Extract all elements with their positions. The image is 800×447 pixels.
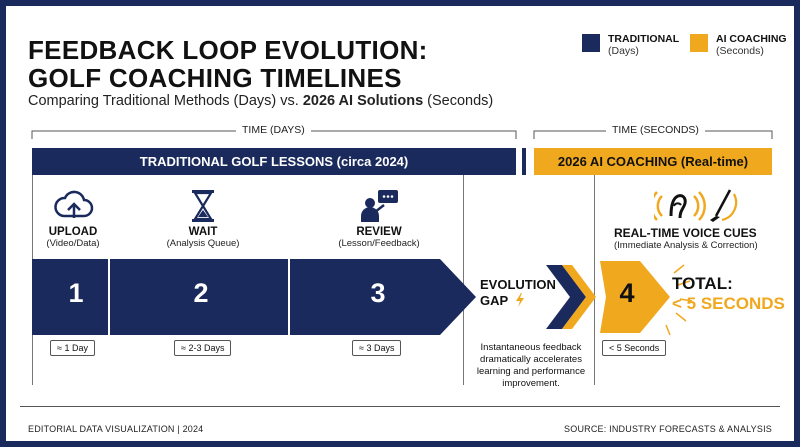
evolution-gap-line-1: EVOLUTION	[480, 277, 556, 292]
step-1-number: 1	[68, 278, 84, 308]
step-2-number: 2	[193, 278, 209, 308]
voice-golf-icon	[654, 189, 738, 222]
step-3-duration: ≈ 3 Days	[352, 340, 402, 356]
ai-burst-lines	[665, 264, 693, 336]
infographic-frame: { "title_line1": "FEEDBACK LOOP EVOLUTIO…	[6, 6, 794, 441]
step-4-number: 4	[619, 278, 635, 308]
legend-swatch-traditional	[582, 34, 600, 52]
time-days-label: TIME (DAYS)	[236, 124, 311, 136]
footer-right: SOURCE: INDUSTRY FORECASTS & ANALYSIS	[564, 424, 772, 434]
evolution-gap-note: Instantaneous feedback dramatically acce…	[476, 342, 586, 389]
chevron-dark	[546, 265, 586, 329]
total-line-1: TOTAL:	[672, 274, 733, 293]
step-3-sub: (Lesson/Feedback)	[338, 238, 420, 249]
step-2-sub: (Analysis Queue)	[166, 238, 240, 249]
step-1-label: UPLOAD (Video/Data)	[28, 226, 118, 249]
step-2-name: WAIT	[188, 226, 218, 238]
subtitle-bold: 2026 AI Solutions	[302, 93, 424, 109]
legend-traditional-unit: (Days)	[608, 45, 639, 57]
step-1-sub: (Video/Data)	[46, 238, 100, 249]
header-divider	[522, 148, 526, 175]
subtitle-pre: Comparing Traditional Methods (Days) vs.	[28, 93, 299, 109]
time-seconds-label: TIME (SECONDS)	[606, 124, 705, 136]
legend-ai: AI COACHING (Seconds)	[716, 33, 787, 57]
total-line-2: < 5 SECONDS	[672, 294, 785, 313]
title-line-2: GOLF COACHING TIMELINES	[28, 63, 402, 93]
footer-rule	[20, 406, 780, 407]
traditional-arrow-shape	[32, 259, 476, 335]
step-4-duration: < 5 Seconds	[602, 340, 667, 356]
page-title: FEEDBACK LOOP EVOLUTION: GOLF COACHING T…	[28, 36, 548, 92]
lightning-icon	[515, 293, 524, 307]
step-3-name: REVIEW	[356, 226, 402, 238]
footer-left: EDITORIAL DATA VISUALIZATION | 2024	[28, 424, 204, 434]
traditional-header-label: TRADITIONAL GOLF LESSONS (circa 2024)	[139, 154, 409, 169]
step-2-label: WAIT (Analysis Queue)	[148, 226, 258, 249]
process-arrow	[32, 259, 693, 336]
review-chat-icon	[361, 190, 398, 222]
ai-header-bar: 2026 AI COACHING (Real-time)	[534, 148, 772, 175]
step-3-number: 3	[370, 278, 386, 308]
divider-traditional-end	[463, 175, 464, 385]
chevron-gold	[562, 265, 596, 329]
traditional-header-bar: TRADITIONAL GOLF LESSONS (circa 2024)	[32, 148, 516, 175]
legend-traditional-name: TRADITIONAL	[608, 33, 680, 45]
step-2-duration: ≈ 2-3 Days	[174, 340, 232, 356]
legend-traditional: TRADITIONAL (Days)	[608, 33, 679, 57]
legend-ai-name: AI COACHING	[716, 33, 787, 45]
step-1-duration: ≈ 1 Day	[50, 340, 95, 356]
hourglass-icon	[192, 190, 214, 222]
subtitle-post: (Seconds)	[427, 93, 494, 109]
title-line-1: FEEDBACK LOOP EVOLUTION:	[28, 35, 428, 65]
ai-step-sub: (Immediate Analysis & Correction)	[614, 240, 758, 251]
divider-ai-start	[594, 175, 595, 385]
step-3-label: REVIEW (Lesson/Feedback)	[324, 226, 434, 249]
step-1-name: UPLOAD	[48, 226, 98, 238]
total-label: TOTAL: < 5 SECONDS	[672, 274, 785, 314]
ai-arrow-shape	[600, 261, 670, 333]
legend-ai-unit: (Seconds)	[716, 45, 764, 57]
subtitle: Comparing Traditional Methods (Days) vs.…	[28, 93, 493, 109]
evolution-gap-line-2: GAP	[480, 293, 556, 309]
evolution-gap-label: EVOLUTION GAP	[480, 277, 556, 309]
ai-step-label: REAL-TIME VOICE CUES (Immediate Analysis…	[614, 226, 784, 251]
cloud-upload-icon	[54, 190, 94, 218]
legend-swatch-ai	[690, 34, 708, 52]
ai-step-name: REAL-TIME VOICE CUES	[614, 226, 757, 240]
ai-header-label: 2026 AI COACHING (Real-time)	[557, 154, 749, 169]
